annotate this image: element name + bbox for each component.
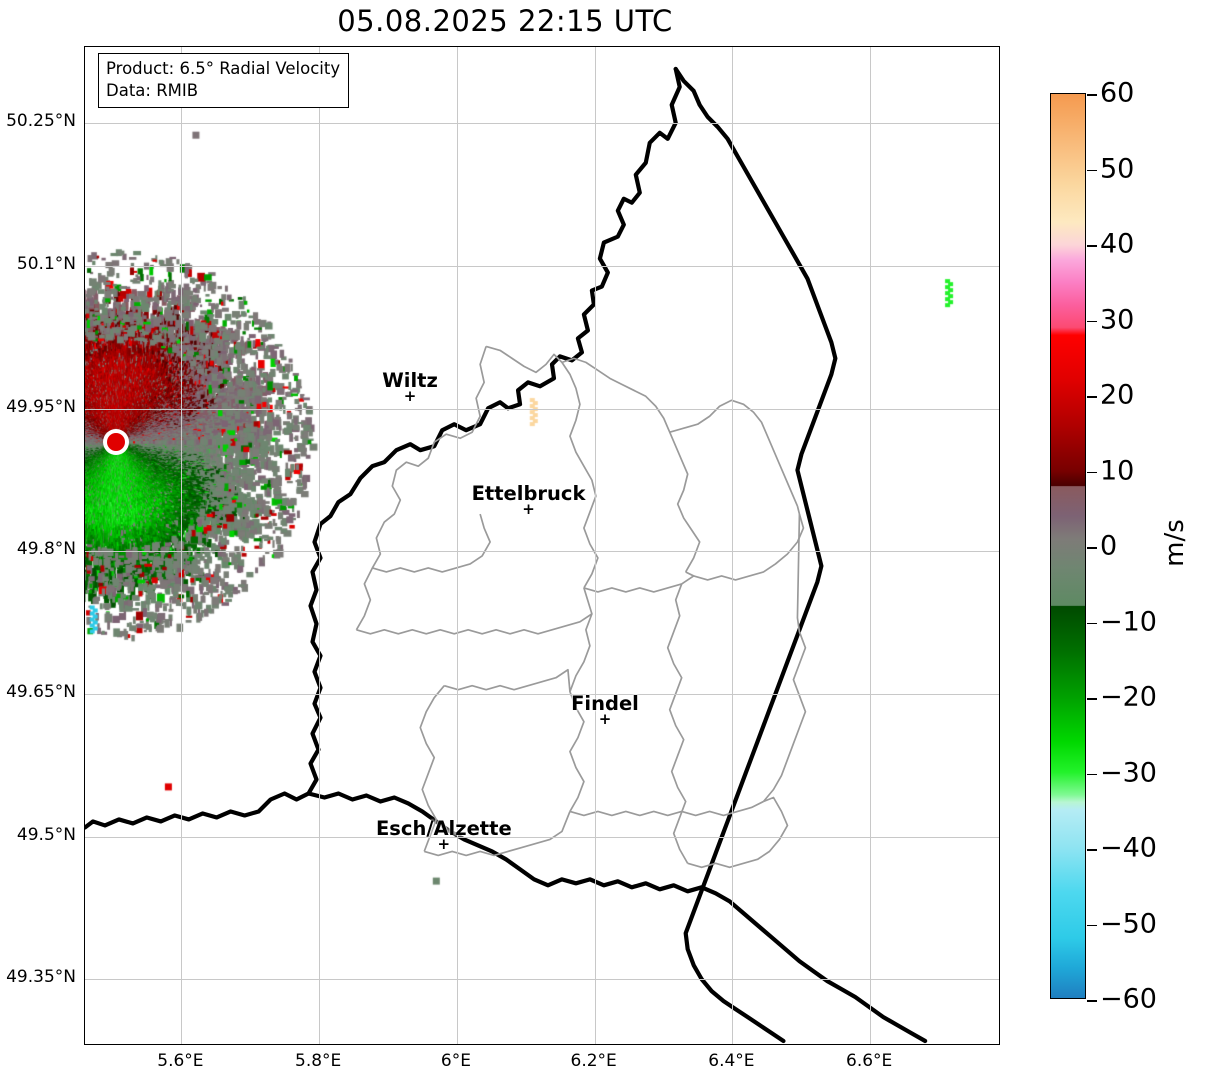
y-axis-tick-label: 50.25°N <box>6 111 76 132</box>
y-axis-tick-label: 49.95°N <box>6 396 76 417</box>
y-axis-tick-label: 49.35°N <box>6 967 76 988</box>
colorbar-tick-label: −20 <box>1100 681 1157 713</box>
colorbar-tick-label: 20 <box>1100 379 1135 411</box>
colorbar-tick <box>1087 169 1097 171</box>
colorbar-tick <box>1087 698 1097 700</box>
info-data-source: Data: RMIB <box>106 80 199 100</box>
colorbar-tick <box>1087 471 1097 473</box>
city-name: Esch/Alzette <box>375 816 512 840</box>
gridline-horizontal <box>85 551 999 553</box>
colorbar-gradient <box>1051 94 1085 998</box>
colorbar-tick-label: −50 <box>1100 908 1157 939</box>
city-marker-icon: + <box>437 834 451 853</box>
colorbar-tick <box>1087 924 1097 926</box>
colorbar-tick <box>1087 320 1097 322</box>
y-axis-tick-label: 50.1°N <box>16 253 76 274</box>
colorbar <box>1050 93 1097 1002</box>
x-axis-tick-label: 5.8°E <box>295 1051 342 1071</box>
colorbar-tick <box>1087 94 1097 96</box>
colorbar-tick-label: 0 <box>1100 530 1118 562</box>
city-label-wiltz: Wiltz + <box>320 368 500 405</box>
info-product: Product: 6.5° Radial Velocity <box>106 59 341 78</box>
gridline-horizontal <box>85 265 999 267</box>
y-axis-tick-label: 49.65°N <box>6 681 76 702</box>
colorbar-tick-label: 40 <box>1100 228 1135 260</box>
colorbar-tick <box>1087 773 1097 775</box>
gridline-horizontal <box>85 693 999 695</box>
city-marker-icon: + <box>522 500 535 519</box>
colorbar-tick <box>1087 622 1097 624</box>
colorbar-tick-label: 60 <box>1100 77 1135 109</box>
gridline-vertical <box>181 47 183 1044</box>
colorbar-tick <box>1087 245 1097 247</box>
colorbar-tick <box>1087 1000 1097 1002</box>
radar-echo-layer <box>85 47 999 1044</box>
info-box: Product: 6.5° Radial Velocity Data: RMIB <box>98 53 350 108</box>
gridline-horizontal <box>85 836 999 838</box>
y-axis-tick-label: 49.8°N <box>16 539 76 560</box>
colorbar-title: m/s <box>1160 519 1190 567</box>
page-title: 05.08.2025 22:15 UTC <box>337 4 673 38</box>
gridline-horizontal <box>85 979 999 981</box>
x-axis-tick-label: 6.6°E <box>846 1051 893 1071</box>
gridline-horizontal <box>85 408 999 410</box>
city-label-findel: Findel + <box>515 692 695 729</box>
gridline-vertical <box>870 47 872 1044</box>
map-plot-area: Product: 6.5° Radial Velocity Data: RMIB… <box>84 46 1000 1045</box>
colorbar-tick-label: 30 <box>1100 304 1135 335</box>
gridline-vertical <box>319 47 321 1044</box>
x-axis-tick-label: 6°E <box>440 1051 471 1071</box>
map-boundaries <box>85 66 928 1044</box>
city-name: Ettelbruck <box>471 482 586 506</box>
colorbar-tick-label: −30 <box>1100 757 1157 788</box>
colorbar-tick-label: −10 <box>1100 606 1157 637</box>
colorbar-tick-label: −40 <box>1100 832 1157 864</box>
x-axis-tick-label: 6.2°E <box>570 1051 617 1071</box>
colorbar-tick <box>1087 849 1097 851</box>
gridline-vertical <box>732 47 734 1044</box>
gridline-vertical <box>456 47 458 1044</box>
x-axis-tick-label: 5.6°E <box>157 1051 204 1071</box>
radar-site-marker <box>103 429 130 456</box>
colorbar-tick <box>1087 396 1097 398</box>
city-marker-icon: + <box>598 710 612 729</box>
city-label-esch-alzette: Esch/Alzette + <box>354 816 534 853</box>
city-marker-icon: + <box>403 386 417 405</box>
colorbar-tick-label: 50 <box>1100 153 1135 184</box>
colorbar-tick-label: 10 <box>1100 455 1135 486</box>
city-name: Findel <box>571 692 639 716</box>
gridline-horizontal <box>85 123 999 125</box>
city-name: Wiltz <box>382 368 438 392</box>
gridline-vertical <box>594 47 596 1044</box>
city-label-ettelbruck: Ettelbruck + <box>439 482 619 519</box>
x-axis-tick-label: 6.4°E <box>708 1051 755 1071</box>
colorbar-tick-label: −60 <box>1100 983 1157 1015</box>
y-axis-tick-label: 49.5°N <box>16 824 76 845</box>
colorbar-tick <box>1087 547 1097 549</box>
